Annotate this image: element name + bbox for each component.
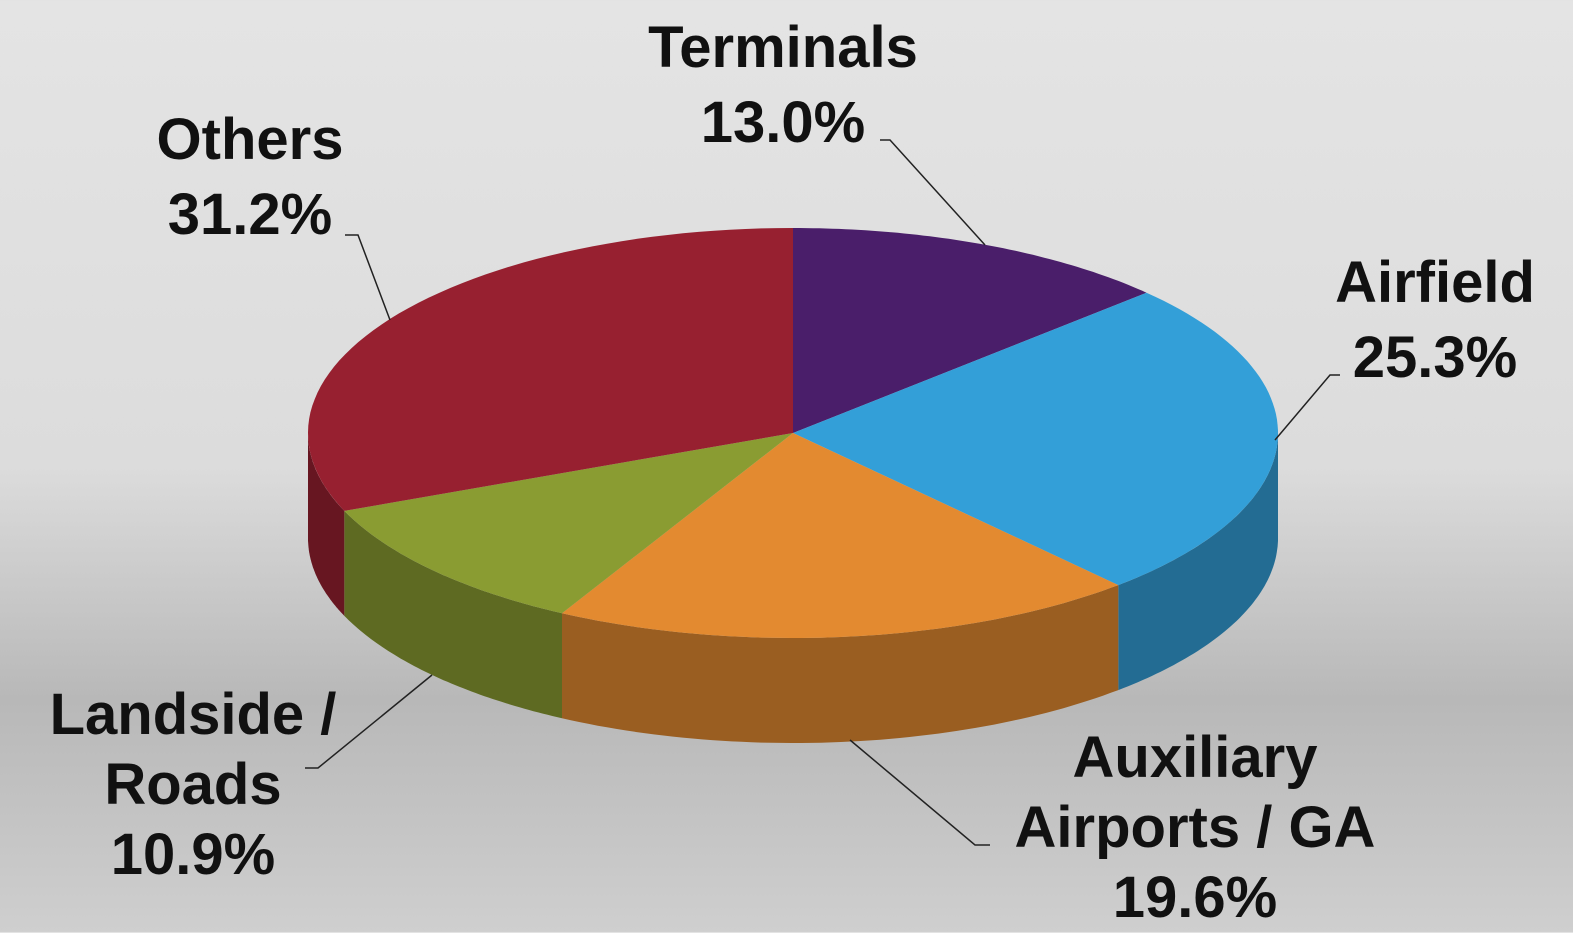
leader-line (849, 739, 990, 846)
slice (562, 433, 1119, 638)
slice (308, 228, 793, 511)
leader-line (880, 139, 986, 246)
value-label: 19.6% (1112, 865, 1278, 930)
slice (793, 292, 1278, 586)
leader-line (305, 674, 433, 769)
slice-side (308, 433, 345, 616)
category-label: Airfield (1335, 250, 1535, 315)
slice (793, 228, 1147, 433)
category-label: Terminals (648, 15, 918, 80)
category-label: Auxiliary Airports / GA (1014, 725, 1376, 860)
value-label: 25.3% (1352, 325, 1518, 390)
leader-line (345, 234, 391, 321)
slice (344, 433, 793, 614)
value-label: 10.9% (110, 822, 276, 887)
slice-side (344, 510, 562, 719)
category-label: Landside / Roads (49, 682, 337, 817)
leader-line (1274, 374, 1340, 441)
slice-side (1118, 433, 1278, 691)
value-label: 31.2% (167, 182, 333, 247)
slice-side (562, 585, 1119, 743)
value-label: 13.0% (700, 90, 866, 155)
category-label: Others (156, 107, 344, 172)
